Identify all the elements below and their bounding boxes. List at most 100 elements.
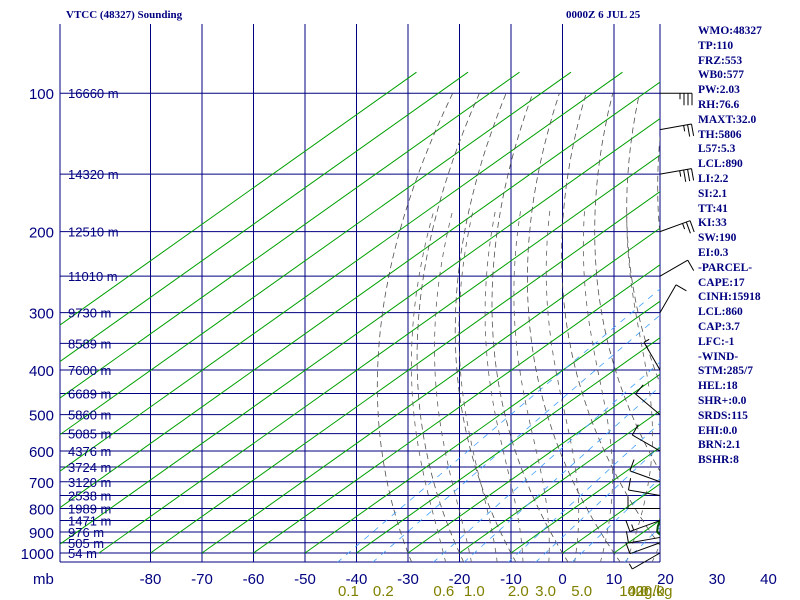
- temperature-tick-label: -10: [500, 571, 522, 588]
- wind-barb-flag: [643, 338, 650, 343]
- temperature-tick-label: -80: [140, 571, 162, 588]
- pressure-tick-label: 800: [29, 501, 54, 518]
- dry-adiabat-line: [527, 93, 621, 562]
- temperature-tick-label: -60: [243, 571, 265, 588]
- wind-barb-flag: [682, 223, 686, 230]
- height-label: 5860 m: [68, 408, 111, 423]
- moist-adiabats: [410, 210, 660, 562]
- wind-barb-staff: [659, 168, 692, 175]
- dry-adiabat-line: [561, 93, 660, 547]
- wind-barb-flag: [689, 220, 695, 233]
- mixing-ratio-label: 0.6: [433, 583, 454, 600]
- temperature-tick-label: 40: [760, 571, 777, 588]
- index-value: -WIND-: [698, 350, 739, 363]
- index-value: LCL:860: [698, 306, 743, 319]
- mixing-ratio-label: 20.0: [635, 583, 664, 600]
- indices-panel: WMO:48327 TP:110 FRZ:553 WB0:577 PW:2.03 RH:7…: [698, 24, 798, 468]
- mixing-ratio-label: 2.0: [508, 583, 529, 600]
- isotherm-line: [407, 373, 660, 554]
- wind-barb-flag: [687, 124, 691, 137]
- index-value: MAXT:32.0: [698, 113, 757, 126]
- mixing-ratio-label: 5.0: [571, 583, 592, 600]
- temperature-tick-label: 0: [558, 571, 566, 588]
- height-label: 976 m: [68, 525, 104, 540]
- moist-adiabat-line: [582, 210, 613, 562]
- temperature-tick-label: 30: [709, 571, 726, 588]
- moist-adiabat-line: [651, 543, 660, 562]
- wind-barb-flag: [635, 384, 644, 395]
- wind-barb-staff: [629, 520, 661, 532]
- index-value: HEL:18: [698, 380, 738, 393]
- observation-time: 0000Z 6 JUL 25: [566, 9, 641, 21]
- index-value: WB0:577: [698, 69, 744, 82]
- wind-barb-staff: [629, 470, 661, 483]
- height-label: 54 m: [68, 546, 97, 561]
- isotherm-line: [60, 71, 417, 326]
- mixing-ratio-label: 0.2: [373, 583, 394, 600]
- isotherm-line: [356, 337, 660, 554]
- index-value: CAPE:17: [698, 276, 745, 289]
- pressure-unit-label: mb: [33, 571, 54, 588]
- dry-adiabat-line: [626, 93, 660, 385]
- wind-barb-staff: [629, 542, 661, 555]
- temperature-tick-label: -30: [397, 571, 419, 588]
- mixing-ratio-line: [571, 477, 660, 562]
- isotherm-line: [98, 154, 660, 554]
- height-label: 16660 m: [68, 86, 119, 101]
- wind-barb-staff: [635, 393, 661, 415]
- index-value: WMO:48327: [698, 25, 762, 37]
- height-label: 11010 m: [68, 269, 118, 284]
- pressure-tick-label: 1000: [21, 546, 54, 563]
- sounding-line: [656, 518, 660, 536]
- moist-adiabat-line: [625, 210, 653, 562]
- isotherm-line: [510, 446, 660, 554]
- pressure-tick-label: 600: [29, 444, 54, 461]
- mixing-ratio-line: [372, 314, 660, 562]
- index-value: BSHR:8: [698, 454, 739, 467]
- index-value: CINH:15918: [698, 291, 761, 304]
- station-title: VTCC (48327) Sounding: [66, 9, 183, 21]
- index-value: TT:41: [698, 202, 728, 215]
- mixing-ratio-label: 1.0: [464, 583, 485, 600]
- mixing-ratio-lines: [337, 288, 660, 562]
- index-value: TP:110: [698, 39, 734, 52]
- isotherm-line: [60, 71, 623, 472]
- height-label: 1471 m: [68, 514, 111, 529]
- isotherm-line: [60, 81, 660, 509]
- wind-barb-flag: [625, 531, 629, 544]
- index-value: EI:0.3: [698, 246, 729, 259]
- mixing-ratio-label: 0.1: [338, 583, 359, 600]
- index-value: LI:2.2: [698, 172, 729, 185]
- dry-adiabat-line: [454, 93, 517, 562]
- index-value: PW:2.03: [698, 84, 740, 97]
- index-value: CAP:3.7: [698, 320, 740, 333]
- index-value: LCL:890: [698, 158, 743, 171]
- wind-barb-staff: [628, 536, 661, 544]
- temperature-tick-label: -20: [449, 571, 471, 588]
- wind-barb-flag: [685, 221, 691, 234]
- mixing-ratio-label: 3.0: [535, 583, 556, 600]
- wind-barb-flag: [627, 478, 632, 491]
- index-value: FRZ:553: [698, 54, 743, 67]
- moist-adiabat-line: [458, 210, 498, 562]
- temperature-tick-label: -70: [191, 571, 213, 588]
- index-value: -PARCEL-: [698, 261, 753, 274]
- height-label: 3724 m: [68, 460, 111, 475]
- wind-barb-staff: [659, 259, 688, 277]
- wind-barb-flag: [687, 169, 691, 182]
- index-value: LFC:-1: [698, 335, 735, 348]
- pressure-tick-label: 300: [29, 306, 54, 323]
- wind-barb-flag: [691, 168, 695, 181]
- isotherms: [60, 71, 660, 554]
- height-label: 505 m: [68, 536, 104, 551]
- index-value: STM:285/7: [698, 365, 753, 378]
- dry-adiabat-line: [376, 93, 454, 562]
- isotherm-line: [459, 410, 660, 554]
- wind-barb-staff: [659, 123, 692, 131]
- wind-barbs: [625, 92, 695, 570]
- moist-adiabat-line: [434, 210, 472, 562]
- mixing-ratio-line: [337, 288, 660, 562]
- wind-barb-staff: [659, 284, 677, 313]
- isotherm-line: [60, 117, 660, 545]
